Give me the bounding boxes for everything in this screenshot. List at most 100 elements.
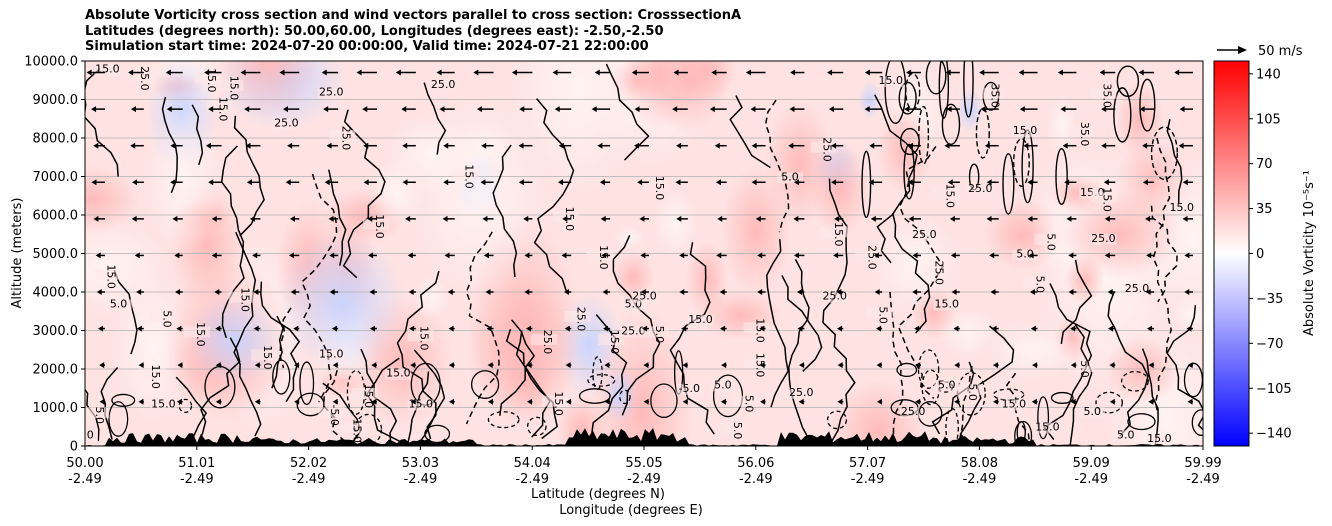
wind-vector-head [369, 289, 375, 295]
wind-vector-head [363, 179, 369, 186]
wind-vector-head [215, 362, 221, 369]
contour-label-bg [407, 330, 434, 342]
wind-vector-head [993, 362, 999, 369]
contour-line [896, 362, 918, 378]
wind-vector-head [1107, 325, 1113, 332]
contour-label: 5.0 [966, 383, 979, 401]
wind-vector-head [709, 106, 715, 113]
contour-label: 15.0 [608, 330, 621, 355]
vorticity-patch [938, 309, 999, 358]
x-tick-label-lat: 54.04 [514, 456, 551, 471]
wind-vector-head [991, 325, 997, 332]
y-tick-label: 0 [70, 440, 78, 455]
contour-line [322, 370, 347, 443]
wind-vector-head [907, 142, 913, 149]
wind-vector-head [1142, 179, 1148, 186]
x-axis: 50.00-2.4951.01-2.4952.02-2.4953.03-2.49… [66, 446, 1222, 487]
x-tick-label-lon: -2.49 [627, 472, 661, 487]
wind-vector-head [98, 325, 104, 332]
contour-label: 25.0 [1091, 232, 1116, 245]
wind-vector-head [132, 179, 138, 186]
contour-line [1113, 87, 1132, 143]
x-tick-label-lat: 55.05 [625, 456, 662, 471]
contour-line [1166, 119, 1183, 204]
contour-line [328, 169, 347, 266]
wind-vector-head [329, 252, 335, 259]
wind-vector-head [1145, 289, 1151, 295]
wind-vector-head [253, 289, 259, 295]
contour-line [1139, 78, 1156, 132]
wind-vector-head [449, 398, 455, 405]
wind-vector-head [1104, 215, 1110, 222]
wind-vector-head [131, 215, 137, 222]
contour-label: 25.0 [431, 78, 456, 91]
wind-vector-head [215, 398, 221, 405]
contour-label: 5.0 [877, 306, 890, 324]
wind-vector-head [719, 289, 725, 295]
y-tick-label: 7000.0 [33, 170, 79, 185]
contour-label: 15.0 [552, 391, 565, 416]
contour-label: 15.0 [216, 97, 229, 122]
wind-vector-head [1068, 252, 1074, 259]
wind-vector-head [436, 69, 442, 76]
wind-vector-head [86, 69, 92, 76]
wind-vector-head [1030, 325, 1036, 332]
wind-vector-head [720, 398, 726, 405]
wind-vector-head [99, 398, 105, 405]
wind-vector-head [601, 252, 607, 259]
contour-label: 15.0 [463, 164, 476, 189]
contour-line [963, 61, 974, 118]
contour-label-bg [956, 384, 983, 396]
wind-vector-head [170, 179, 176, 186]
wind-vector-head [1104, 252, 1110, 259]
contour-label: 5.0 [731, 422, 744, 440]
wind-vector-head [1103, 179, 1109, 186]
contour-label-group: 15.0 25.0 15.015.025.025.025.025.015.015.0… [85, 63, 1195, 446]
contour-label-bg [1068, 126, 1095, 138]
vorticity-patch [602, 366, 638, 424]
wind-vector-head [796, 289, 802, 295]
wind-vector-head [1145, 215, 1151, 222]
contour-line [299, 361, 315, 406]
contour-label-bg [743, 322, 770, 334]
contour-label: 5.0 [1083, 405, 1101, 418]
wind-vector-head [793, 252, 799, 259]
wind-vector-head [328, 215, 334, 222]
contour-line [959, 365, 973, 439]
vorticity-patch [278, 230, 406, 376]
wind-vector-head [790, 69, 796, 76]
wind-vector-head [797, 325, 803, 332]
contour-label-bg [1068, 361, 1095, 372]
wind-vector-head [672, 106, 678, 113]
wind-vector-head [1070, 325, 1076, 332]
wind-vector-head [402, 179, 408, 186]
wind-vector-head [986, 215, 992, 222]
vorticity-patch [1116, 81, 1164, 159]
wind-vector-head [524, 289, 530, 295]
contour-line [587, 373, 616, 387]
contour-label: 15.0 [753, 318, 766, 343]
wind-vector-head [876, 362, 882, 369]
wind-vector-head [1028, 252, 1034, 259]
wind-vector-head [750, 106, 756, 113]
wind-vector-head [552, 69, 558, 76]
colorbar-label: Absolute Vorticity 10⁻⁵s⁻¹ [1302, 170, 1317, 336]
wind-vector-head [1057, 69, 1063, 76]
contour-line [111, 393, 136, 407]
contour-label: 25.0 [933, 261, 946, 286]
wind-vector-head [519, 106, 525, 113]
contour-line [975, 107, 990, 159]
wind-vector-head [326, 142, 332, 149]
contour-label-bg [195, 72, 222, 84]
wind-vector-head [984, 142, 990, 149]
contour-label: 5.0 [1044, 233, 1057, 251]
wind-vector-head [949, 215, 955, 222]
wind-vector-head [324, 179, 330, 186]
contour-line [918, 105, 930, 165]
colorbar: 140 105 70 35 0 −35 −70 −105 −140 Absolute Vorti… [1213, 60, 1317, 447]
wind-vector-head [279, 69, 285, 76]
wind-vector-head [371, 398, 377, 405]
x-tick-label-lon: -2.49 [963, 472, 997, 487]
contour-label-bg [821, 226, 848, 238]
wind-vector-head [788, 142, 794, 149]
